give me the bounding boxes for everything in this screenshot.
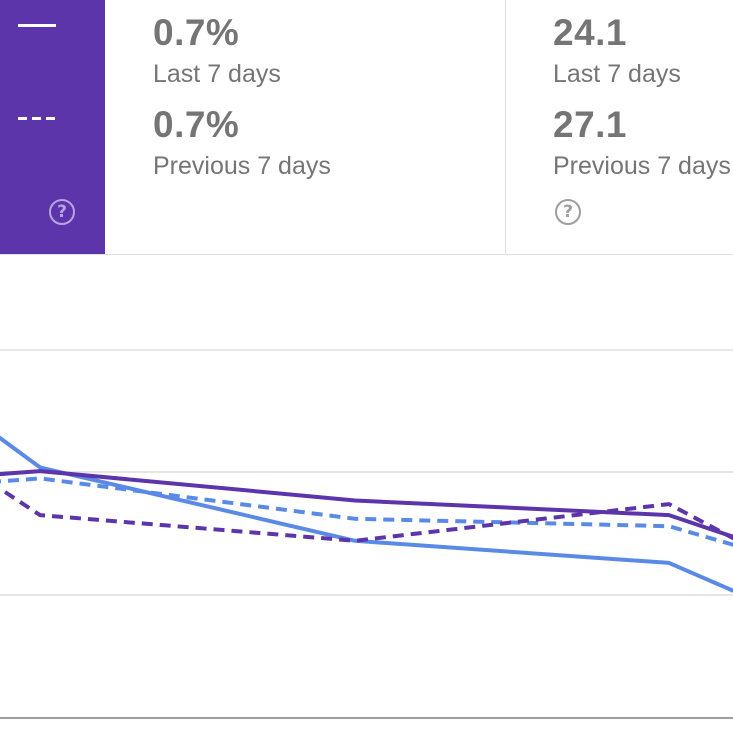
metric-card-1[interactable]: 0.7% Last 7 days 0.7% Previous 7 days ? bbox=[105, 0, 581, 254]
previous-value: 27.1 bbox=[553, 104, 628, 145]
help-icon[interactable]: ? bbox=[49, 199, 75, 225]
current-value: 0.7% bbox=[153, 12, 240, 53]
series-line-1[interactable] bbox=[0, 476, 733, 548]
current-period-label: Last 7 days bbox=[553, 60, 681, 88]
solid-line-legend-icon bbox=[18, 24, 56, 27]
series-line-0[interactable] bbox=[0, 431, 733, 596]
current-value: 24.1 bbox=[553, 12, 628, 53]
previous-value: 0.7% bbox=[153, 104, 240, 145]
metric-cards: ? 0.7% Last 7 days 0.7% Previous 7 days … bbox=[0, 0, 733, 255]
help-icon[interactable]: ? bbox=[555, 199, 581, 225]
previous-period-label: Previous 7 days bbox=[153, 152, 331, 180]
metric-card-2[interactable]: 24.1 Last 7 days 27.1 Previous 7 days bbox=[506, 0, 733, 254]
previous-period-label: Previous 7 days bbox=[553, 152, 731, 180]
series-line-2[interactable] bbox=[0, 482, 733, 544]
current-period-label: Last 7 days bbox=[153, 60, 281, 88]
line-chart bbox=[0, 349, 733, 719]
dashed-line-legend-icon bbox=[18, 117, 56, 120]
series-line-3[interactable] bbox=[0, 469, 733, 541]
legend-card[interactable]: ? bbox=[0, 0, 105, 254]
